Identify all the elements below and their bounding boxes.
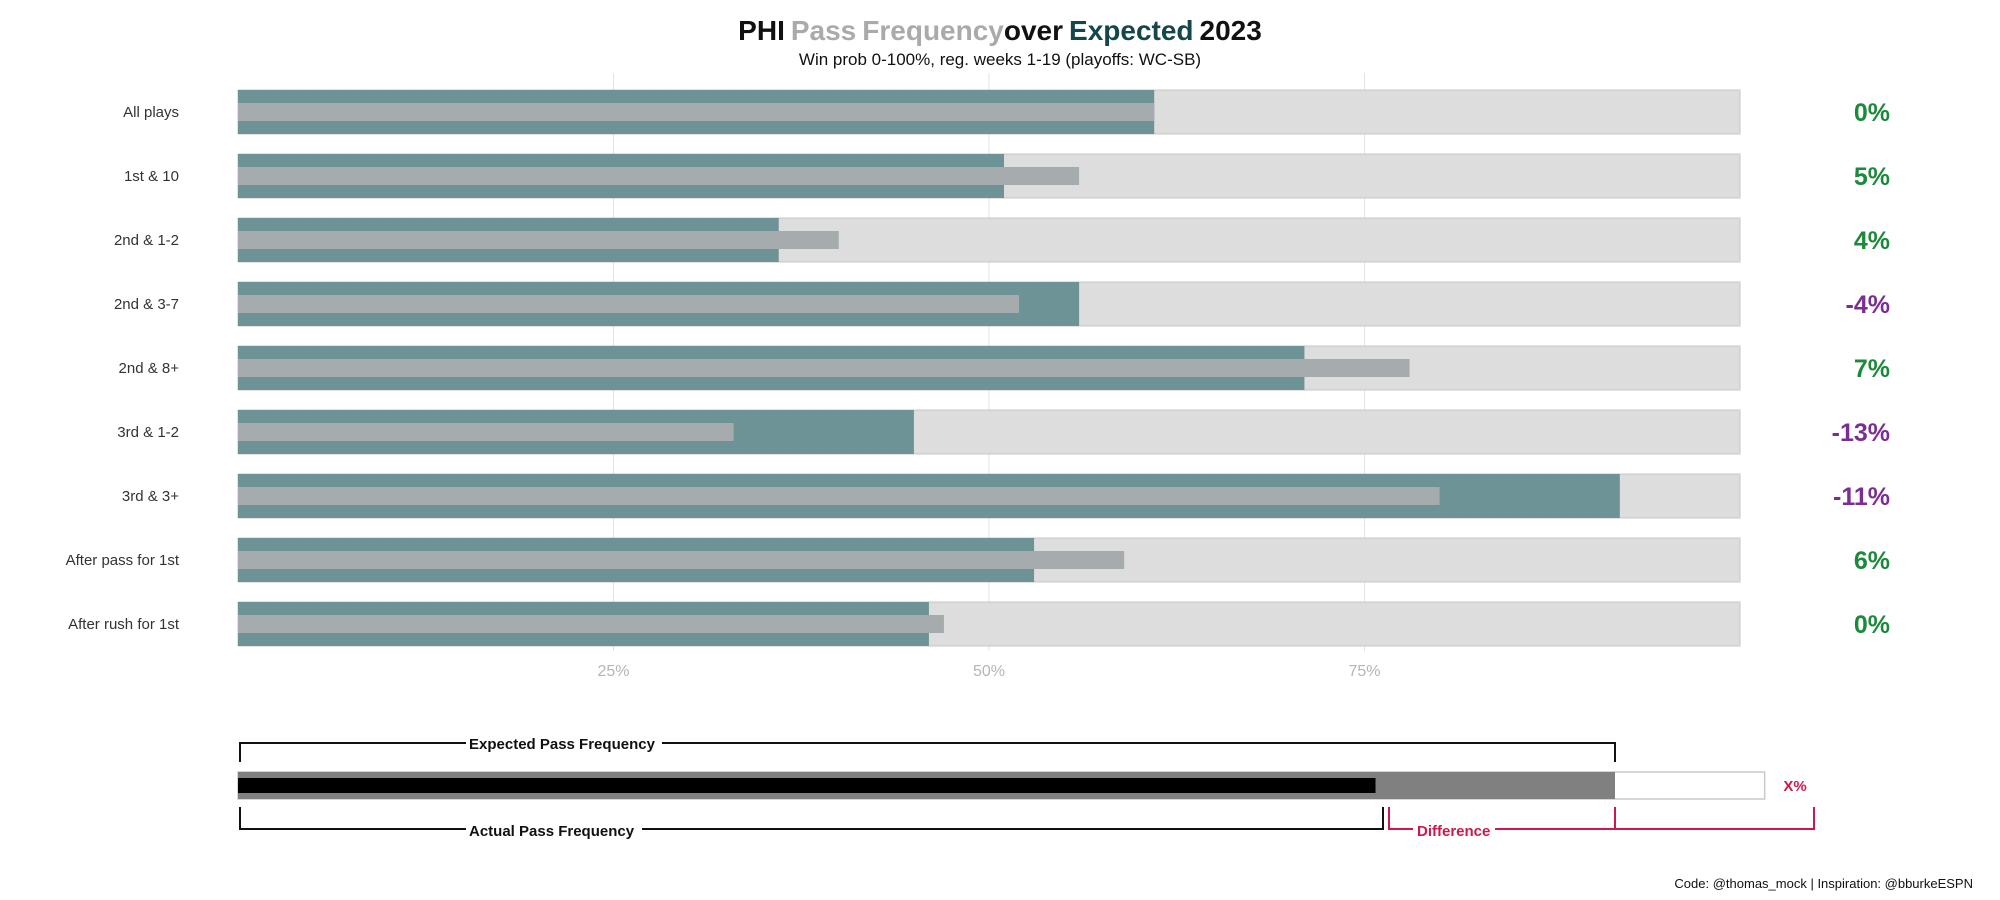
title-word-expected: Expected	[1069, 15, 1194, 46]
difference-value: -13%	[1832, 419, 1890, 447]
legend-value-label: X%	[1783, 778, 1806, 795]
legend-example: Expected Pass Frequency X% Actual Pass F…	[237, 733, 1815, 840]
difference-value: 5%	[1854, 163, 1890, 191]
expected-bar	[238, 167, 1080, 185]
expected-pass-frequency-label: Expected Pass Frequency	[469, 736, 656, 753]
expected-label-backdrop	[466, 733, 662, 753]
difference-label: Difference	[1417, 823, 1490, 840]
difference-value: 0%	[1854, 99, 1890, 127]
difference-value: -11%	[1833, 483, 1890, 511]
title-team: PHI	[738, 15, 785, 46]
actual-pass-frequency-label: Actual Pass Frequency	[469, 823, 635, 840]
category-label: After pass for 1st	[66, 552, 180, 569]
title-word-over: over	[1004, 15, 1063, 46]
chart-title: PHI Pass Frequencyover Expected 2023	[738, 15, 1262, 46]
category-label: 3rd & 1-2	[117, 424, 179, 441]
category-label: 1st & 10	[124, 168, 179, 185]
expected-bar	[238, 423, 734, 441]
expected-bar	[238, 551, 1125, 569]
category-label: All plays	[123, 104, 179, 121]
x-tick-label: 25%	[597, 663, 629, 680]
bars-layer	[237, 89, 1741, 647]
difference-label-backdrop	[1413, 820, 1495, 840]
difference-value: -4%	[1846, 291, 1890, 319]
chart-caption: Code: @thomas_mock | Inspiration: @bburk…	[1674, 876, 1973, 891]
chart-subtitle: Win prob 0-100%, reg. weeks 1-19 (playof…	[799, 50, 1201, 69]
actual-label-backdrop	[466, 820, 642, 840]
x-tick-label: 50%	[973, 663, 1005, 680]
labels-layer: All plays 0% 1st & 10 5% 2nd & 1-2 4% 2nd & 3-…	[66, 99, 1890, 639]
x-tick-label: 75%	[1348, 663, 1380, 680]
actual-bracket	[239, 807, 1384, 830]
difference-bracket	[1388, 807, 1616, 830]
title-year: 2023	[1200, 15, 1262, 46]
title-word-frequency: Frequency	[862, 15, 1004, 46]
value-bracket	[1615, 807, 1815, 830]
title-word-pass: Pass	[791, 15, 856, 46]
expected-bar	[238, 231, 839, 249]
difference-value: 0%	[1854, 611, 1890, 639]
difference-value: 6%	[1854, 547, 1890, 575]
expected-bar	[238, 295, 1020, 313]
expected-bar	[238, 359, 1410, 377]
category-label: After rush for 1st	[68, 616, 180, 633]
category-label: 3rd & 3+	[122, 488, 179, 505]
expected-bracket	[239, 742, 1616, 762]
category-label: 2nd & 3-7	[114, 296, 179, 313]
expected-bar	[238, 615, 944, 633]
category-label: 2nd & 1-2	[114, 232, 179, 249]
difference-value: 4%	[1854, 227, 1890, 255]
expected-bar	[238, 103, 1155, 121]
expected-bar	[238, 487, 1440, 505]
difference-value: 7%	[1854, 355, 1890, 383]
category-label: 2nd & 8+	[119, 360, 180, 377]
legend-actual-bar	[238, 778, 1376, 793]
